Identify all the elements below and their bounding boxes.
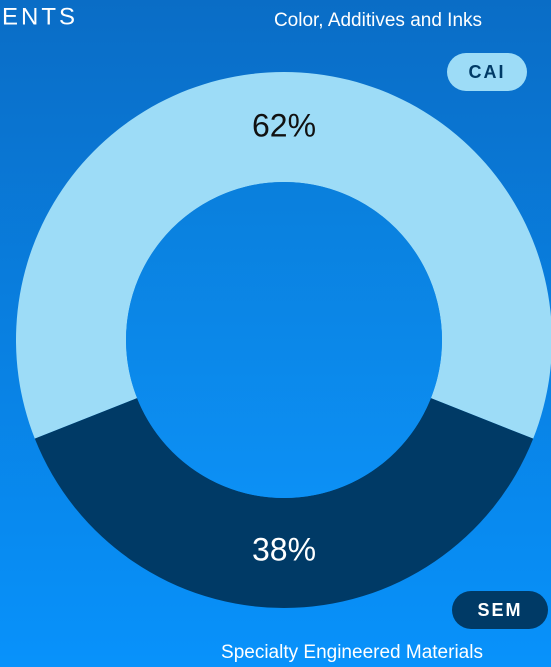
donut-hole [126,182,442,498]
category-label: SEM [477,600,522,620]
category-label: CAI [469,62,506,82]
category-description: Specialty Engineered Materials [221,642,483,663]
chart-title: ENTS [2,3,78,30]
donut [16,72,551,608]
value-label: 62% [252,107,316,143]
donut-segment [34,398,534,608]
category-pill [452,591,548,629]
category-description: Color, Additives and Inks [274,10,482,31]
donut-segment [16,72,551,439]
category-pill [447,53,527,91]
value-label: 38% [252,531,316,567]
